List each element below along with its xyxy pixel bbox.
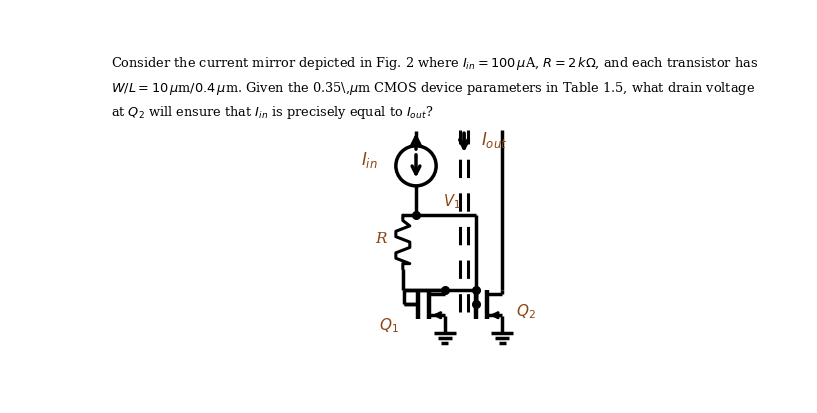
Text: $I_{in}$: $I_{in}$	[360, 150, 377, 170]
Text: $I_{out}$: $I_{out}$	[481, 130, 507, 150]
Text: at $Q_2$ will ensure that $I_{in}$ is precisely equal to $I_{out}$?: at $Q_2$ will ensure that $I_{in}$ is pr…	[111, 104, 434, 121]
Text: $Q_2$: $Q_2$	[516, 303, 536, 321]
Text: $W/L = 10\,\mu$m$/0.4\,\mu$m. Given the 0.35\,$\mu$m CMOS device parameters in T: $W/L = 10\,\mu$m$/0.4\,\mu$m. Given the …	[111, 80, 756, 97]
Text: R: R	[375, 232, 387, 246]
Text: Consider the current mirror depicted in Fig. 2 where $I_{in} = 100\,\mu$A, $R = : Consider the current mirror depicted in …	[111, 55, 758, 72]
Text: $Q_1$: $Q_1$	[379, 317, 399, 335]
Text: $V_1$: $V_1$	[443, 192, 461, 211]
